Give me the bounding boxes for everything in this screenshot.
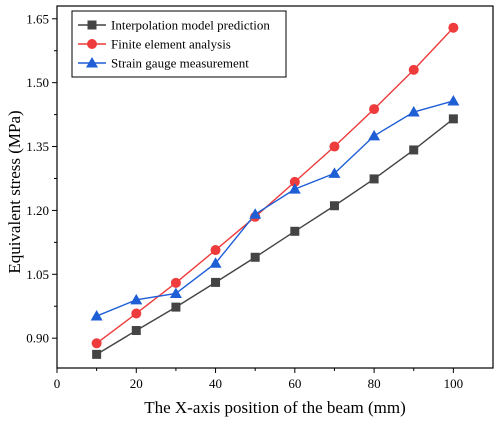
data-point-circle (448, 22, 459, 33)
data-point-triangle (407, 106, 420, 117)
data-point-triangle (288, 183, 301, 194)
legend-label: Finite element analysis (111, 37, 231, 52)
y-tick-label: 1.65 (26, 11, 49, 26)
data-point-triangle (90, 310, 103, 321)
data-point-circle (408, 64, 419, 75)
y-tick-label: 1.20 (26, 203, 49, 218)
data-point-triangle (130, 293, 143, 305)
data-point-square (290, 226, 300, 236)
data-point-triangle (447, 94, 460, 106)
legend-marker-square (87, 20, 97, 30)
legend-label: Strain gauge measurement (111, 56, 249, 71)
x-axis-title: The X-axis position of the beam (mm) (144, 398, 406, 417)
data-point-circle (329, 141, 340, 152)
data-point-square (448, 114, 458, 124)
data-point-circle (91, 338, 102, 349)
series-markers (90, 22, 460, 359)
data-point-square (92, 349, 102, 359)
data-point-square (369, 174, 379, 184)
data-point-circle (131, 308, 142, 319)
x-tick-label: 60 (288, 376, 301, 391)
data-point-square (131, 326, 141, 336)
data-point-triangle (249, 208, 262, 219)
plot-frame (56, 5, 494, 369)
data-point-square (171, 302, 181, 312)
x-tick-label: 40 (209, 376, 222, 391)
data-point-triangle (328, 167, 341, 178)
legend: Interpolation model prediction Finite ele… (71, 10, 287, 78)
series-line-square (96, 118, 454, 355)
y-tick-label: 1.35 (26, 139, 49, 154)
data-point-square (329, 201, 339, 211)
data-point-square (409, 145, 419, 155)
data-point-triangle (368, 129, 381, 141)
legend-box (71, 10, 287, 78)
data-point-circle (210, 245, 221, 256)
data-point-triangle (209, 257, 222, 268)
series-line-circle (96, 27, 454, 344)
x-tick-label: 100 (444, 376, 464, 391)
y-tick-label: 1.50 (26, 75, 49, 90)
legend-marker-circle (87, 39, 97, 49)
data-point-square (250, 252, 260, 262)
series-lines (96, 27, 454, 355)
y-tick-label: 1.05 (26, 267, 49, 282)
y-axis-title: Equivalent stress (MPa) (5, 110, 24, 273)
legend-marker-triangle (86, 57, 98, 68)
x-tick-label: 0 (54, 376, 61, 391)
data-point-circle (369, 104, 380, 115)
data-point-circle (170, 277, 181, 288)
legend-label: Interpolation model prediction (111, 18, 270, 33)
axes: 0 20 40 60 80 100 0.90 1.05 1.20 1.35 1.50 1.65 (26, 5, 494, 391)
y-tick-label: 0.90 (26, 331, 49, 346)
x-tick-label: 20 (130, 376, 143, 391)
x-tick-label: 80 (368, 376, 381, 391)
data-point-circle (289, 176, 300, 187)
data-point-square (211, 277, 221, 287)
data-point-triangle (169, 287, 182, 298)
series-line-triangle (96, 100, 454, 317)
